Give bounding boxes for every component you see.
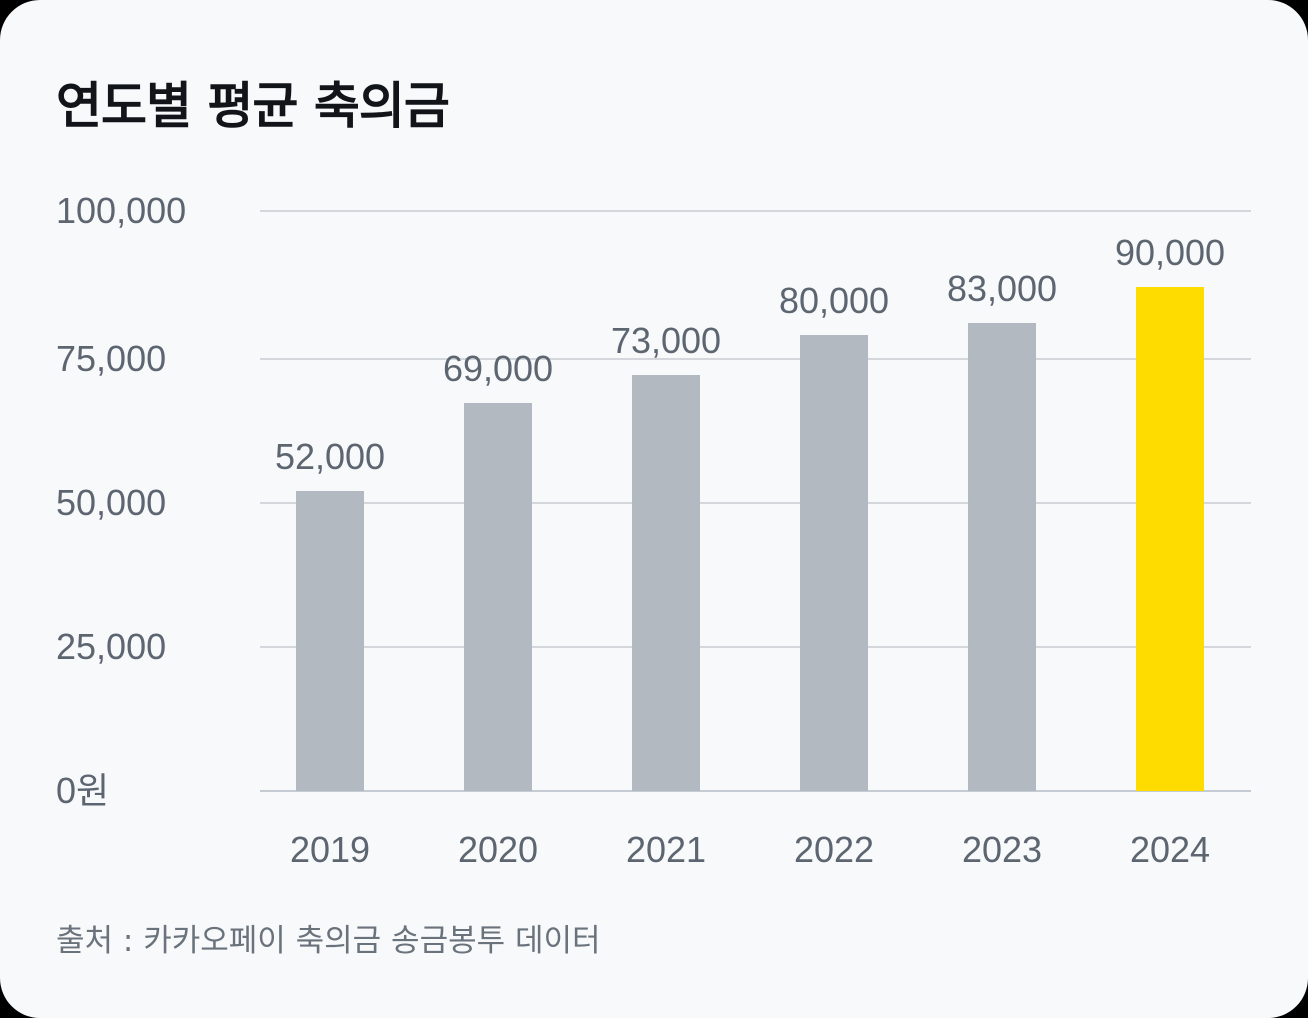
- x-axis-tick-label: 2019: [289, 829, 371, 870]
- chart-title: 연도별 평균 축의금: [56, 77, 450, 135]
- gridline: [260, 646, 1251, 648]
- x-axis-baseline: [260, 790, 1251, 792]
- value-label: 73,000: [610, 320, 722, 361]
- x-axis-tick-label: 2023: [961, 829, 1043, 870]
- bar-2023: [968, 323, 1036, 791]
- bar-2024: [1136, 287, 1204, 791]
- gridline: [260, 210, 1251, 212]
- y-axis-tick-label: 25,000: [56, 626, 167, 667]
- bar-2022: [800, 335, 868, 791]
- x-axis-tick-label: 2024: [1129, 829, 1211, 870]
- y-axis-tick-label: 75,000: [56, 338, 167, 379]
- value-label: 69,000: [442, 348, 554, 389]
- gridline: [260, 358, 1251, 360]
- source-note: 출처 : 카카오페이 축의금 송금봉투 데이터: [56, 923, 601, 959]
- value-label: 80,000: [778, 280, 890, 321]
- value-label: 52,000: [274, 436, 386, 477]
- bar-2020: [464, 403, 532, 791]
- value-label: 90,000: [1114, 232, 1226, 273]
- bar-2021: [632, 375, 700, 791]
- bar-2019: [296, 491, 364, 791]
- value-label: 83,000: [946, 268, 1058, 309]
- y-axis-tick-label: 100,000: [56, 190, 187, 231]
- x-axis-tick-label: 2020: [457, 829, 539, 870]
- gridline: [260, 502, 1251, 504]
- y-axis-tick-label: 50,000: [56, 482, 167, 523]
- y-axis-tick-label: 0원: [56, 770, 110, 811]
- x-axis-tick-label: 2021: [625, 829, 707, 870]
- x-axis-tick-label: 2022: [793, 829, 875, 870]
